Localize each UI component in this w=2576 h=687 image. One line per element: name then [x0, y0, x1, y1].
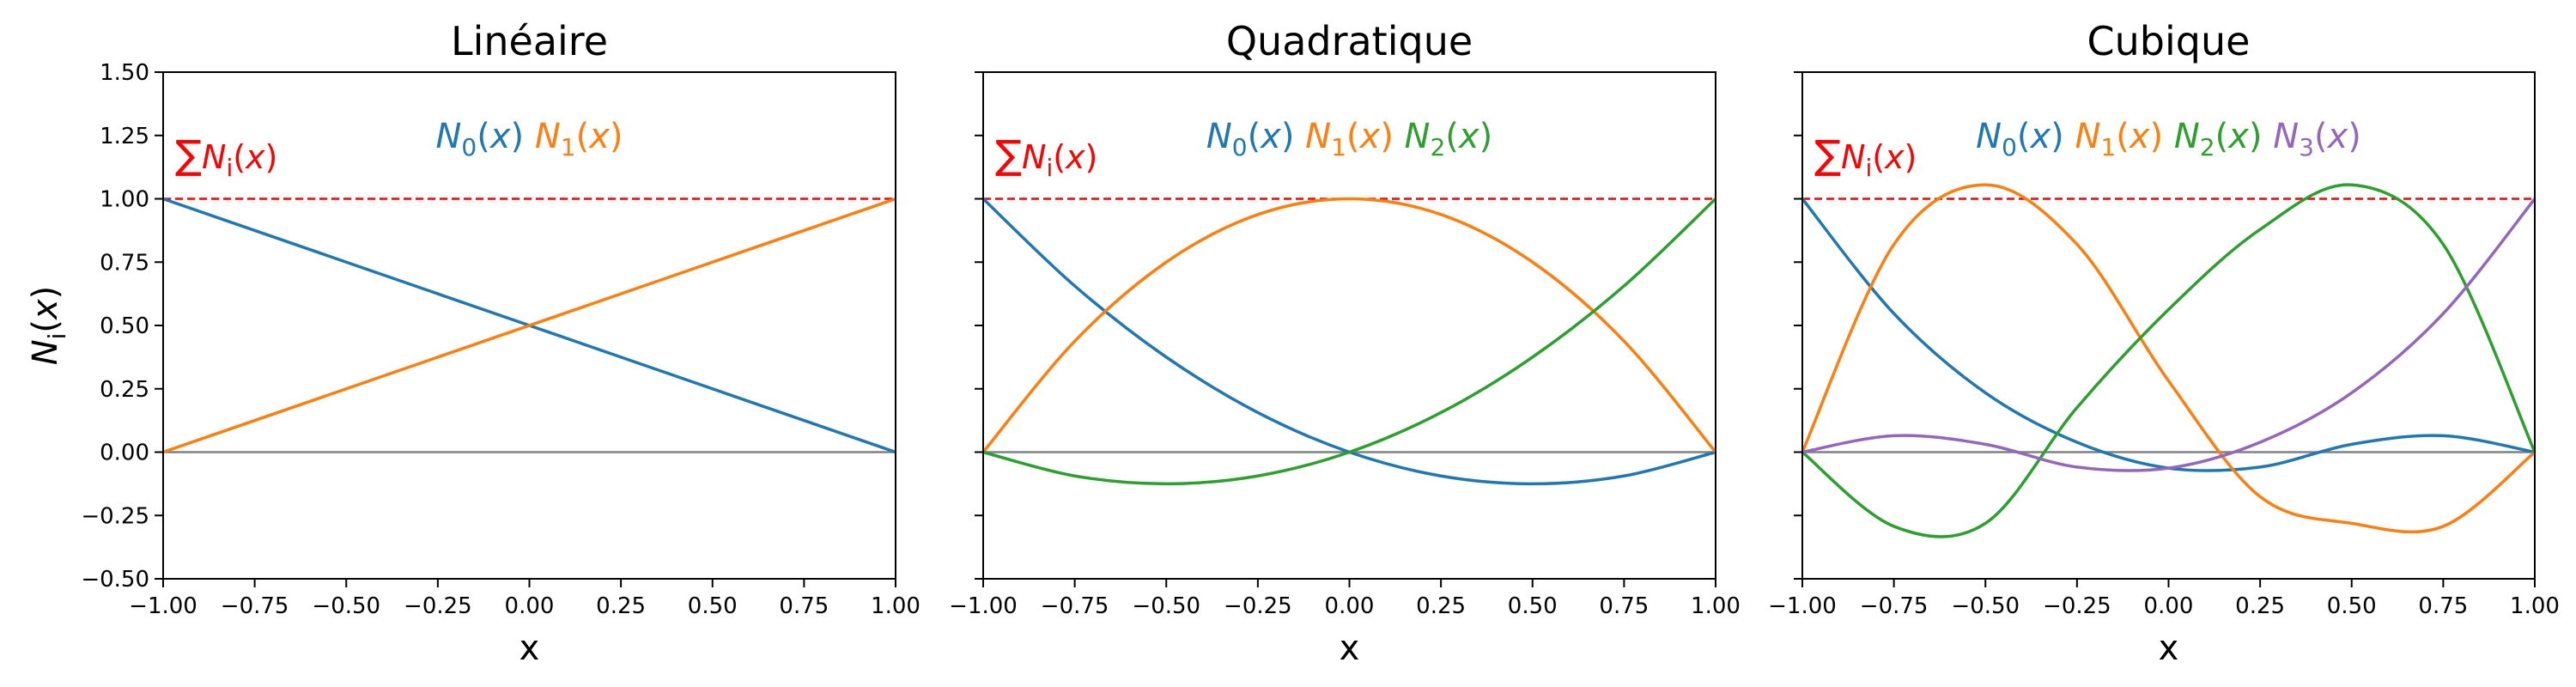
- panel-1-series-2: [982, 198, 1717, 486]
- panel-0-series-1: [162, 197, 896, 454]
- panel-0-xtick-label-8: 1.00: [871, 593, 920, 619]
- panel-0-xtick-label-1: −0.75: [221, 593, 289, 619]
- panel-0-xtick-label-0: −1.00: [129, 593, 197, 619]
- panel-1-xtick-label-2: −0.50: [1132, 593, 1200, 619]
- panel-0-xlabel: x: [519, 629, 540, 668]
- panel-2-series-0: [1801, 198, 2536, 472]
- panel-0-title: Linéaire: [451, 18, 608, 64]
- panel-2-xtick-label-8: 1.00: [2510, 593, 2560, 619]
- panel-0: Linéaire −1.00 −0.75 −0.50 −0.25 0.00 0.25 0.50…: [81, 18, 920, 668]
- panel-2-series-1: [1801, 183, 2537, 534]
- panel-1-xtick-label-7: 0.75: [1599, 593, 1649, 619]
- panel-2-xtick-label-7: 0.75: [2418, 593, 2468, 619]
- panel-2-title: Cubique: [2087, 18, 2251, 64]
- panel-0-xtick-label-2: −0.50: [312, 593, 380, 619]
- panel-0-ytick-label-1: −0.25: [81, 503, 149, 529]
- panel-1-title: Quadratique: [1226, 18, 1473, 64]
- panel-1-series-1: [981, 197, 1717, 453]
- panel-2-xtick-label-0: −1.00: [1768, 593, 1837, 619]
- panel-0-sum-label: ∑Ni(x): [175, 131, 277, 182]
- panel-1-xtick-label-6: 0.50: [1508, 593, 1558, 619]
- panel-0-xtick-label-5: 0.25: [596, 593, 646, 619]
- panel-0-ytick-label-7: 1.25: [100, 124, 149, 149]
- panel-0-ytick-label-5: 0.75: [100, 250, 149, 276]
- panel-2-legend: N0(x) N1(x) N2(x) N3(x): [1976, 117, 2361, 161]
- panel-2-xtick-label-1: −0.75: [1860, 593, 1929, 619]
- panel-0-ytick-label-8: 1.50: [100, 60, 149, 86]
- panel-1-xlabel: x: [1340, 629, 1360, 668]
- panel-2: Cubique −1.00 −0.75 −0.50 −0.25 0.00 0.25 0.50 0…: [1768, 18, 2560, 668]
- panel-2-series-3: [1801, 198, 2537, 472]
- panel-1-xtick-label-4: 0.00: [1325, 593, 1375, 619]
- panel-1-xtick-label-5: 0.25: [1416, 593, 1466, 619]
- panel-0-xtick-label-6: 0.50: [688, 593, 738, 619]
- panel-1-xtick-label-0: −1.00: [949, 593, 1018, 619]
- panel-2-xtick-label-3: −0.25: [2043, 593, 2111, 619]
- panel-1: Quadratique −1.00 −0.75 −0.50 −0.25 0.00 0.25 0…: [949, 18, 1741, 668]
- panel-2-xtick-label-6: 0.50: [2327, 593, 2377, 619]
- panel-0-ytick-label-6: 1.00: [100, 187, 149, 213]
- panel-2-xtick-label-2: −0.50: [1951, 593, 2020, 619]
- panel-2-xtick-label-5: 0.25: [2235, 593, 2285, 619]
- panel-1-sum-label: ∑Ni(x): [995, 131, 1097, 182]
- panel-2-sum-label: ∑Ni(x): [1814, 131, 1917, 182]
- panel-1-xtick-label-8: 1.00: [1691, 593, 1741, 619]
- y-axis-label: Ni(x): [26, 286, 71, 366]
- panel-2-xtick-label-4: 0.00: [2144, 593, 2194, 619]
- panel-1-xtick-label-1: −0.75: [1041, 593, 1109, 619]
- panel-1-legend: N0(x) N1(x) N2(x): [1206, 117, 1492, 161]
- panel-0-ytick-label-3: 0.25: [100, 377, 149, 403]
- panel-0-legend: N0(x) N1(x): [436, 117, 623, 161]
- panel-2-xlabel: x: [2159, 629, 2179, 668]
- panel-0-ytick-label-4: 0.50: [100, 313, 149, 339]
- panel-0-ytick-label-2: 0.00: [100, 441, 149, 466]
- panel-0-xtick-label-4: 0.00: [505, 593, 555, 619]
- panel-1-xtick-label-3: −0.25: [1224, 593, 1292, 619]
- panels: Linéaire −1.00 −0.75 −0.50 −0.25 0.00 0.25 0.50…: [81, 18, 2560, 668]
- panel-0-xtick-label-3: −0.25: [404, 593, 472, 619]
- panel-2-series-2: [1801, 183, 2537, 538]
- panel-0-ytick-label-0: −0.50: [81, 567, 149, 593]
- panel-0-xtick-label-7: 0.75: [779, 593, 829, 619]
- panel-1-series-0: [981, 198, 1716, 486]
